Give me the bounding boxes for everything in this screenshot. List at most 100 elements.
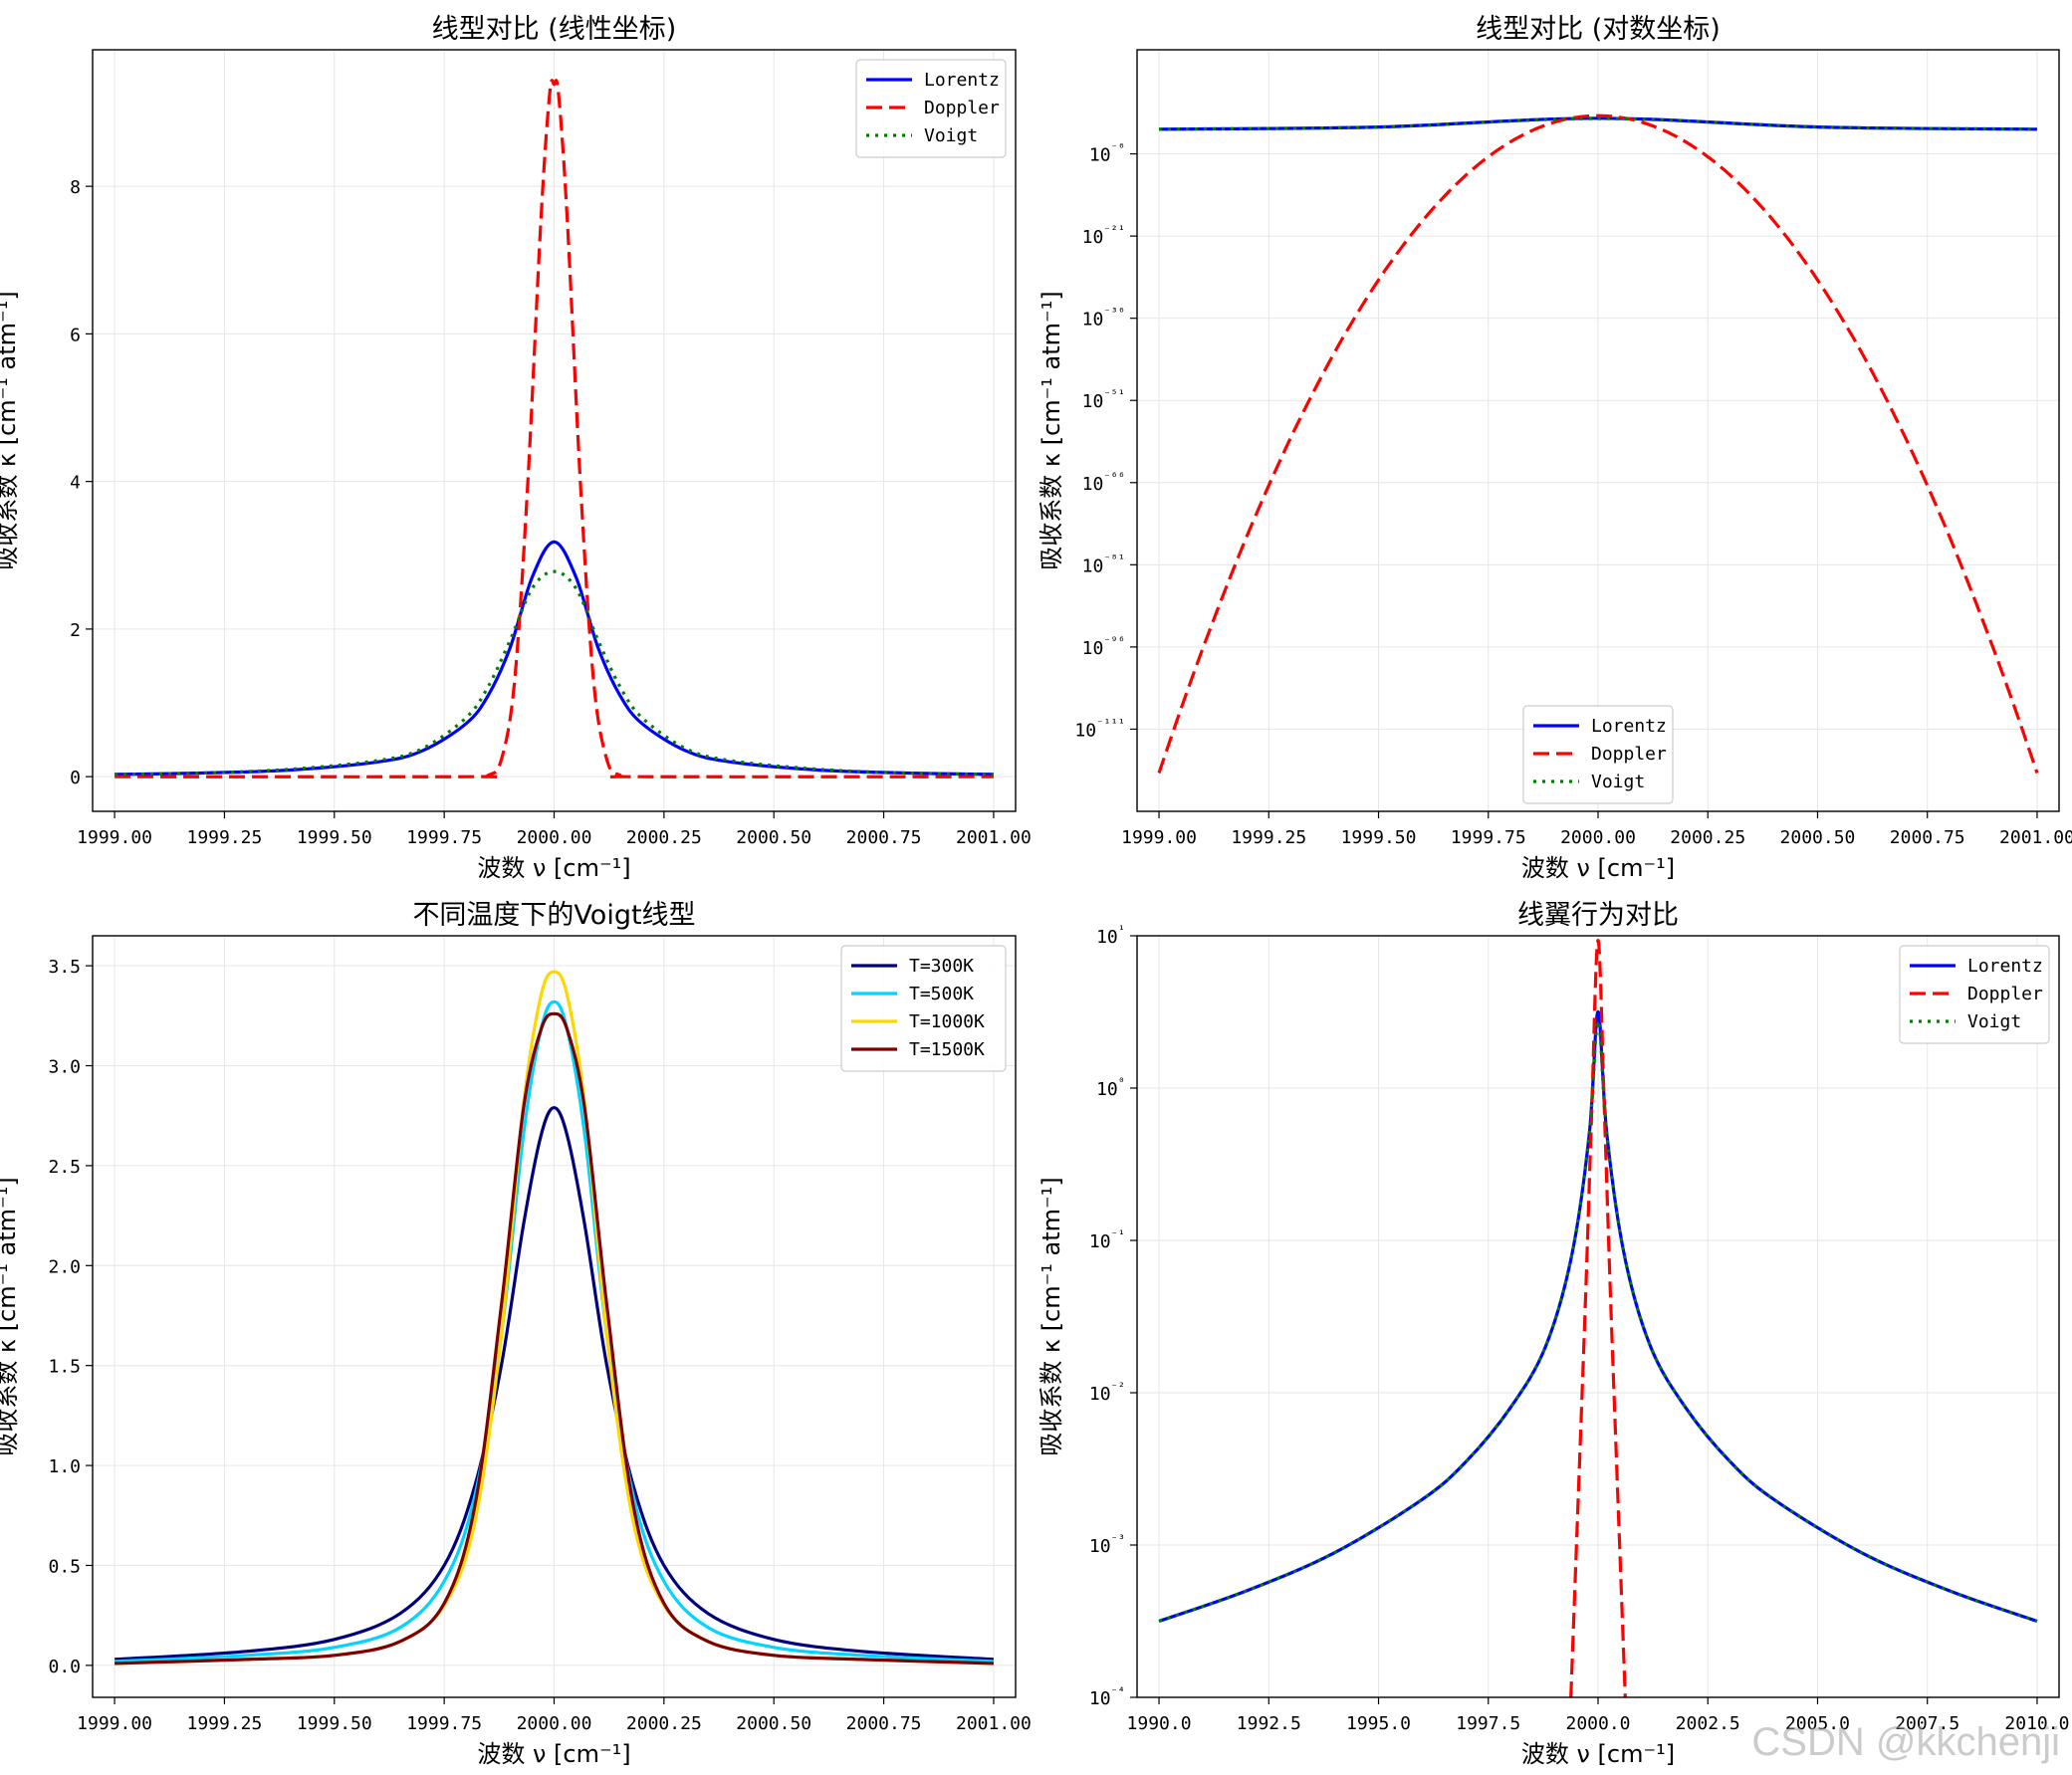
y-tick-label: 10⁻³⁶ bbox=[1082, 306, 1125, 331]
x-tick-label: 2000.50 bbox=[736, 827, 811, 848]
x-tick-label: 2000.75 bbox=[846, 1713, 922, 1734]
x-tick-label: 2000.25 bbox=[626, 1713, 702, 1734]
x-tick-label: 1999.25 bbox=[186, 827, 262, 848]
x-tick-label: 2000.50 bbox=[736, 1713, 811, 1734]
y-tick-label: 10⁻⁸¹ bbox=[1082, 552, 1125, 576]
chart-panel-1: 1999.00 1999.25 1999.50 1999.75 2000.00 2000.… bbox=[0, 14, 1032, 882]
x-tick-label: 1990.0 bbox=[1127, 1713, 1192, 1734]
x-tick-label: 1999.00 bbox=[1121, 827, 1197, 848]
chart-panel-3: 1999.00 1999.25 1999.50 1999.75 2000.00 2000.… bbox=[0, 900, 1032, 1768]
y-tick-label: 10⁻⁵¹ bbox=[1082, 387, 1125, 412]
y-tick-label: 3.5 bbox=[48, 957, 81, 978]
x-tick-label: 2000.25 bbox=[626, 827, 702, 848]
x-tick-label: 2000.0 bbox=[1565, 1713, 1630, 1734]
y-tick-label: 10⁻³ bbox=[1089, 1532, 1125, 1557]
series-line-lorentz bbox=[1158, 1009, 2038, 1624]
series-line-voigt bbox=[115, 569, 994, 777]
legend: Lorentz Doppler Voigt bbox=[855, 59, 1007, 158]
legend-label: T=1500K bbox=[909, 1039, 985, 1060]
x-axis-label: 波数 ν [cm⁻¹] bbox=[477, 854, 630, 882]
chart-panel-2: 1999.00 1999.25 1999.50 1999.75 2000.00 2000.… bbox=[1037, 14, 2072, 882]
legend-label: Doppler bbox=[924, 98, 1000, 118]
x-tick-label: 2010.0 bbox=[2004, 1713, 2069, 1734]
legend-box bbox=[855, 59, 1007, 158]
legend: Lorentz Doppler Voigt bbox=[1522, 705, 1674, 804]
x-tick-label: 2000.00 bbox=[517, 827, 592, 848]
legend-box bbox=[840, 945, 1007, 1072]
x-axis-label: 波数 ν [cm⁻¹] bbox=[477, 1740, 630, 1768]
x-tick-label: 2000.25 bbox=[1670, 827, 1745, 848]
y-axis-label: 吸收系数 κ [cm⁻¹ atm⁻¹] bbox=[0, 1177, 21, 1455]
chart-title: 线翼行为对比 bbox=[1517, 900, 1679, 931]
x-axis-label: 波数 ν [cm⁻¹] bbox=[1521, 854, 1675, 882]
series-group bbox=[1158, 939, 2038, 1697]
legend-label: Voigt bbox=[1591, 772, 1645, 792]
x-tick-label: 2001.00 bbox=[1999, 827, 2072, 848]
legend-box bbox=[1899, 945, 2050, 1044]
y-tick-label: 10⁻¹ bbox=[1089, 1227, 1125, 1252]
y-tick-label: 10⁻⁶⁶ bbox=[1082, 470, 1125, 495]
x-tick-label: 1999.00 bbox=[77, 1713, 152, 1734]
x-tick-label: 2001.00 bbox=[956, 1713, 1032, 1734]
y-tick-label: 10⁻⁴ bbox=[1089, 1684, 1125, 1709]
watermark: CSDN @kkchenji bbox=[1751, 1720, 2060, 1764]
legend-label: Lorentz bbox=[1967, 956, 2043, 977]
legend-label: T=500K bbox=[909, 984, 974, 1004]
y-tick-label: 0 bbox=[70, 768, 81, 788]
x-tick-label: 1999.00 bbox=[77, 827, 152, 848]
x-tick-label: 2000.75 bbox=[1890, 827, 1965, 848]
legend: Lorentz Doppler Voigt bbox=[1899, 945, 2050, 1044]
x-tick-label: 1999.75 bbox=[406, 1713, 482, 1734]
x-tick-label: 1999.50 bbox=[297, 827, 372, 848]
legend: T=300K T=500K T=1000K T=1500K bbox=[840, 945, 1007, 1072]
x-tick-label: 2007.5 bbox=[1895, 1713, 1959, 1734]
series-line-doppler bbox=[1157, 113, 2039, 775]
y-tick-label: 0.5 bbox=[48, 1556, 81, 1577]
x-tick-label: 2001.00 bbox=[956, 827, 1032, 848]
legend-box bbox=[1522, 705, 1674, 804]
x-tick-label: 2000.50 bbox=[1780, 827, 1856, 848]
legend-label: Voigt bbox=[1967, 1011, 2021, 1032]
legend-label: Lorentz bbox=[924, 70, 1000, 91]
chart-title: 线型对比 (线性坐标) bbox=[432, 14, 677, 45]
y-tick-label: 4 bbox=[70, 473, 81, 494]
x-tick-label: 1999.75 bbox=[406, 827, 482, 848]
y-tick-label: 1.5 bbox=[48, 1357, 81, 1378]
x-tick-label: 2000.00 bbox=[517, 1713, 592, 1734]
legend-label: Doppler bbox=[1591, 744, 1667, 765]
x-tick-label: 1995.0 bbox=[1346, 1713, 1411, 1734]
series-line-doppler bbox=[1569, 939, 1627, 1697]
y-axis-label: 吸收系数 κ [cm⁻¹ atm⁻¹] bbox=[1037, 1177, 1065, 1455]
chart-title: 不同温度下的Voigt线型 bbox=[412, 900, 695, 931]
x-tick-label: 2000.00 bbox=[1560, 827, 1636, 848]
y-tick-label: 2.5 bbox=[48, 1157, 81, 1178]
x-tick-label: 1997.5 bbox=[1456, 1713, 1520, 1734]
x-tick-label: 1999.75 bbox=[1451, 827, 1526, 848]
x-tick-label: 1999.50 bbox=[297, 1713, 372, 1734]
series-group bbox=[114, 970, 995, 1665]
y-tick-label: 10⁻⁶ bbox=[1089, 141, 1125, 166]
x-axis-label: 波数 ν [cm⁻¹] bbox=[1521, 1740, 1675, 1768]
y-axis-label: 吸收系数 κ [cm⁻¹ atm⁻¹] bbox=[0, 291, 21, 569]
chart-panel-4: 1990.0 1992.5 1995.0 1997.5 2000.0 2002.5 2005… bbox=[1037, 900, 2069, 1768]
legend-label: Lorentz bbox=[1591, 716, 1667, 737]
x-tick-label: 1999.25 bbox=[186, 1713, 262, 1734]
legend-label: T=1000K bbox=[909, 1011, 985, 1032]
series-line-t-500k bbox=[115, 999, 994, 1664]
y-tick-label: 8 bbox=[70, 177, 81, 198]
y-tick-label: 10⁻² bbox=[1089, 1380, 1125, 1405]
legend-label: Voigt bbox=[924, 125, 978, 146]
y-tick-label: 10⁻¹¹¹ bbox=[1074, 716, 1125, 741]
y-tick-label: 10⁻²¹ bbox=[1082, 223, 1125, 248]
y-tick-label: 10⁻⁹⁶ bbox=[1082, 634, 1125, 659]
x-tick-label: 2002.5 bbox=[1676, 1713, 1740, 1734]
y-tick-label: 2.0 bbox=[48, 1256, 81, 1277]
series-line-t-1500k bbox=[115, 1011, 994, 1665]
y-tick-label: 3.0 bbox=[48, 1057, 81, 1078]
legend-label: Doppler bbox=[1967, 984, 2043, 1004]
y-tick-label: 0.0 bbox=[48, 1657, 81, 1677]
y-axis-label: 吸收系数 κ [cm⁻¹ atm⁻¹] bbox=[1037, 291, 1065, 569]
y-tick-label: 1.0 bbox=[48, 1456, 81, 1477]
series-line-voigt bbox=[1158, 116, 2038, 131]
